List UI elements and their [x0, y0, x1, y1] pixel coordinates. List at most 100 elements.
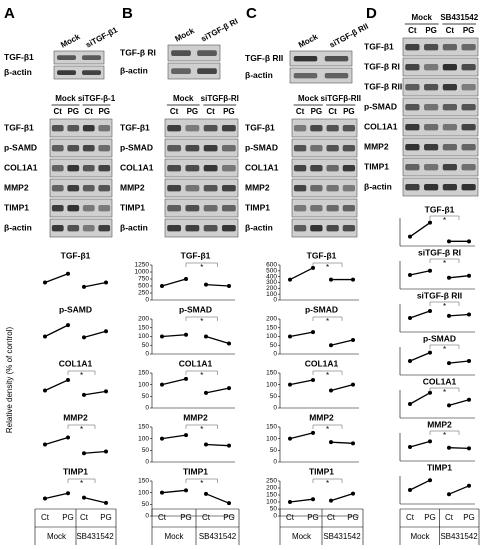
blot-band	[405, 124, 420, 131]
blot-band	[461, 124, 476, 131]
data-line	[161, 489, 187, 494]
data-line	[289, 331, 314, 338]
data-point	[104, 329, 108, 334]
data-point	[408, 359, 412, 363]
data-line	[409, 270, 431, 276]
blot-strip	[49, 138, 113, 158]
y-tick-label: 200	[266, 285, 277, 292]
significance-mark: *	[443, 388, 446, 397]
blot-strip	[49, 158, 113, 178]
data-point	[467, 446, 471, 451]
chart-title: p-SMAD	[179, 304, 212, 314]
blot-band	[67, 225, 80, 232]
data-point	[82, 335, 86, 340]
blot-band	[221, 165, 236, 172]
data-point	[104, 280, 108, 285]
blot-band	[98, 165, 111, 172]
data-point	[82, 495, 86, 500]
significance-bracket	[67, 424, 96, 429]
y-tick-label: 100	[266, 333, 277, 340]
blot-band	[442, 44, 457, 51]
lane-label: Ct	[54, 107, 63, 116]
lane-label: Ct	[170, 107, 179, 116]
blot-band	[326, 125, 339, 132]
data-point	[311, 497, 315, 502]
blot-band	[293, 225, 307, 232]
blot-row-label: p-SMAD	[245, 142, 278, 152]
group-label: Mock	[297, 32, 320, 50]
data-point	[160, 490, 164, 495]
significance-bracket	[67, 370, 96, 375]
data-line	[409, 352, 431, 362]
significance-mark: *	[80, 371, 83, 380]
data-line	[83, 450, 107, 454]
blot-band	[342, 125, 356, 132]
blot-strip	[402, 77, 479, 97]
data-point	[184, 376, 188, 381]
data-point	[184, 332, 188, 337]
significance-bracket	[185, 370, 218, 375]
data-point	[82, 284, 86, 289]
blot-strip	[53, 50, 105, 65]
group-label: Mock	[412, 13, 433, 22]
data-point	[329, 440, 333, 445]
blot-band	[203, 225, 218, 232]
blot-row-label: p-SMAD	[120, 142, 153, 152]
data-line	[83, 330, 107, 339]
blot-row-label: TGF-β RI	[364, 61, 400, 71]
significance-mark: *	[326, 425, 329, 434]
blot-band	[171, 50, 191, 57]
x-group-label: SB431542	[323, 532, 361, 541]
data-point	[467, 483, 471, 488]
significance-bracket	[312, 370, 343, 375]
data-point	[184, 433, 188, 438]
group-label: Mock	[298, 94, 319, 103]
blot-band	[51, 185, 64, 192]
data-point	[227, 386, 231, 391]
significance-mark: *	[80, 425, 83, 434]
data-point	[311, 265, 315, 270]
blot-row-label: COL1A1	[4, 162, 38, 172]
blot-band	[342, 165, 356, 172]
y-tick-label: 50	[270, 447, 278, 454]
data-line	[289, 498, 314, 503]
significance-bracket	[185, 316, 218, 321]
blot-band	[324, 72, 349, 79]
data-point	[288, 382, 292, 387]
blot-row-label: p-SAMD	[4, 142, 37, 152]
chart-title: TIMP1	[63, 466, 88, 476]
blot-strip	[291, 118, 358, 138]
data-point	[447, 492, 451, 497]
y-tick-label: 0	[273, 297, 277, 304]
blot-row-label: β-actin	[120, 65, 148, 75]
data-point	[66, 491, 70, 496]
data-point	[160, 334, 164, 339]
blot-band	[51, 125, 64, 132]
data-point	[204, 282, 208, 287]
data-point	[467, 239, 471, 244]
blot-band	[67, 165, 80, 172]
data-point	[227, 341, 231, 346]
blot-row-label: β-actin	[120, 222, 148, 232]
group-label: siTGF-β1	[84, 25, 119, 49]
x-group-label: Mock	[164, 532, 184, 541]
blot-band	[310, 125, 323, 132]
data-line	[409, 310, 431, 319]
x-tick-label: PG	[223, 513, 235, 522]
chart-title: TIMP1	[183, 466, 208, 476]
significance-mark: *	[443, 345, 446, 354]
lane-label: PG	[223, 107, 235, 116]
y-tick-label: 100	[266, 499, 277, 506]
blot-row-label: TIMP1	[120, 202, 145, 212]
significance-bracket	[429, 301, 460, 306]
y-tick-label: 200	[266, 316, 277, 323]
blot-row-label: TIMP1	[364, 161, 389, 171]
data-point	[104, 449, 108, 454]
blot-band	[98, 225, 111, 232]
chart-title: COL1A1	[305, 358, 339, 368]
y-tick-label: 200	[266, 485, 277, 492]
blot-strip	[291, 138, 358, 158]
blot-band	[185, 125, 200, 132]
blot-band	[203, 145, 218, 152]
blot-band	[67, 145, 80, 152]
